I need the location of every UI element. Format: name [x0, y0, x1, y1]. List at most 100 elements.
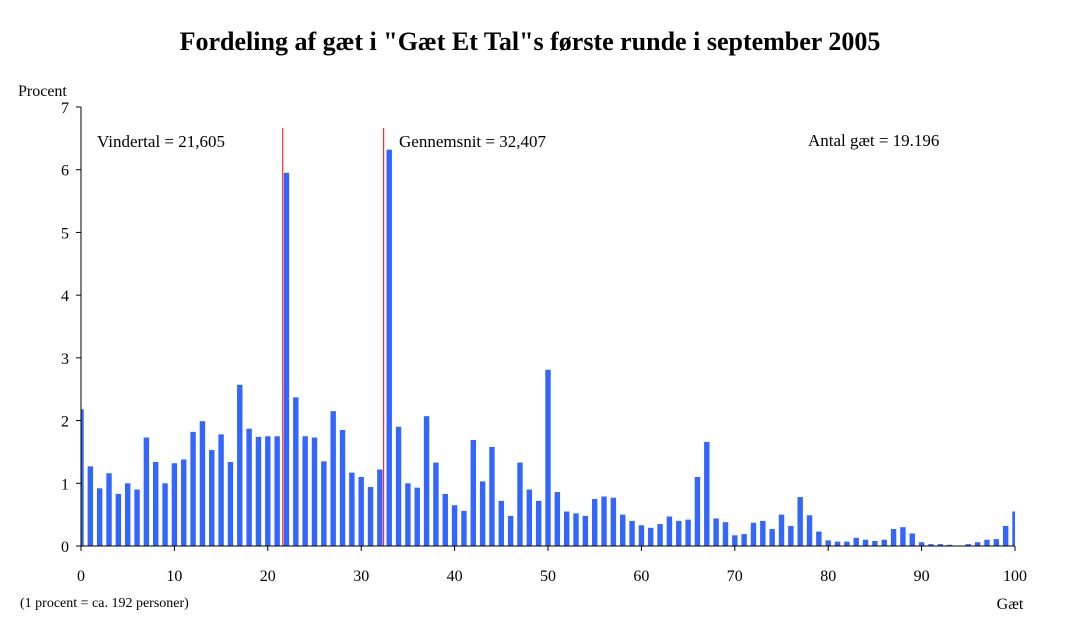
- x-tick-label: 0: [77, 568, 85, 585]
- y-tick-label: 5: [61, 225, 69, 242]
- bar: [900, 527, 906, 546]
- bar-group: [81, 149, 1015, 546]
- bar: [255, 436, 262, 546]
- bar: [750, 522, 757, 546]
- bar: [321, 461, 327, 546]
- bar: [601, 496, 607, 546]
- x-tick-label: 100: [1003, 568, 1027, 585]
- bar: [395, 426, 402, 546]
- bar: [218, 434, 224, 546]
- mean-annotation: Gennemsnit = 32,407: [399, 132, 546, 151]
- winner-annotation: Vindertal = 21,605: [97, 132, 225, 151]
- y-tick-label: 4: [61, 288, 69, 305]
- bar: [124, 483, 131, 546]
- bar: [890, 529, 897, 546]
- bar: [760, 520, 766, 546]
- bar: [844, 541, 850, 546]
- bar: [937, 544, 943, 546]
- bar: [825, 540, 831, 546]
- bar: [265, 436, 271, 546]
- bar: [96, 488, 103, 546]
- bar: [507, 515, 514, 546]
- bar: [918, 542, 925, 546]
- bar: [367, 487, 374, 546]
- y-tick-label: 1: [61, 476, 69, 493]
- bar: [479, 481, 486, 546]
- bar: [853, 537, 859, 546]
- bar: [685, 519, 691, 546]
- bar: [517, 462, 523, 546]
- bar: [386, 149, 392, 546]
- bar: [498, 500, 505, 546]
- bar: [134, 489, 140, 546]
- bar: [984, 539, 990, 546]
- footnote: (1 procent = ca. 192 personer): [20, 596, 189, 611]
- bar: [788, 525, 794, 546]
- reference-lines: [282, 128, 385, 546]
- bar: [620, 514, 626, 546]
- bar: [526, 489, 533, 546]
- bar: [545, 369, 551, 546]
- x-tick-label: 70: [727, 568, 743, 585]
- bar: [563, 511, 570, 546]
- bar: [190, 431, 196, 546]
- bar: [1002, 525, 1009, 546]
- bar: [713, 518, 719, 546]
- chart-title: Fordeling af gæt i "Gæt Et Tal"s første …: [180, 27, 881, 56]
- bar: [704, 441, 710, 546]
- x-tick-label: 90: [914, 568, 930, 585]
- bar: [106, 473, 112, 546]
- bar: [414, 487, 420, 546]
- bar: [610, 497, 617, 546]
- bar: [946, 544, 953, 546]
- bar: [405, 483, 411, 546]
- x-tick-label: 30: [353, 568, 369, 585]
- bar: [181, 459, 187, 546]
- bar: [293, 397, 299, 546]
- bar: [535, 500, 542, 546]
- bar: [1012, 511, 1015, 546]
- y-axis-label: Procent: [18, 83, 67, 100]
- bar: [274, 436, 280, 546]
- bar: [81, 409, 84, 546]
- bar: [358, 477, 364, 546]
- bar: [311, 437, 318, 546]
- bar: [442, 493, 448, 546]
- x-tick-label: 40: [447, 568, 463, 585]
- bar: [648, 527, 654, 546]
- x-axis-label: Gæt: [997, 596, 1024, 613]
- bar: [377, 469, 383, 546]
- bar: [722, 522, 729, 546]
- bar: [423, 416, 430, 546]
- bar: [283, 172, 290, 546]
- bar: [573, 513, 579, 546]
- y-tick-label: 0: [61, 539, 69, 556]
- bar: [974, 542, 981, 546]
- bar: [629, 520, 635, 546]
- y-tick-label: 6: [61, 163, 69, 180]
- bar: [872, 540, 878, 546]
- bar: [797, 497, 803, 546]
- bar: [862, 539, 869, 546]
- bar: [199, 421, 206, 546]
- count-annotation: Antal gæt = 19.196: [808, 131, 939, 150]
- x-tick-label: 60: [633, 568, 649, 585]
- bar: [227, 461, 234, 546]
- y-tick-label: 7: [61, 100, 69, 117]
- x-tick-label: 20: [260, 568, 276, 585]
- bar: [433, 462, 439, 546]
- y-tick-label: 2: [61, 414, 69, 431]
- bar: [741, 534, 747, 546]
- bar: [246, 428, 252, 546]
- bar: [694, 477, 701, 546]
- bar: [881, 539, 887, 546]
- bar: [834, 541, 841, 546]
- bar: [209, 450, 215, 546]
- bar: [778, 514, 785, 546]
- bar: [461, 510, 467, 546]
- bar: [349, 472, 355, 546]
- bar: [143, 437, 150, 546]
